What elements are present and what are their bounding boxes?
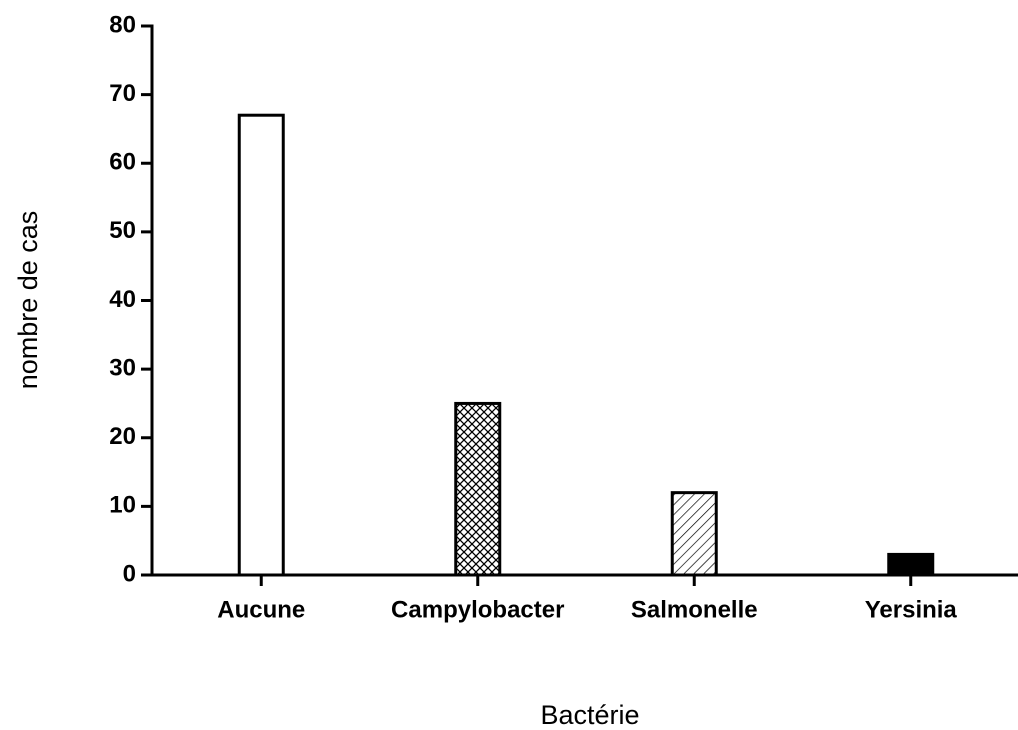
x-tick-label: Aucune xyxy=(217,596,305,623)
bar xyxy=(887,552,935,577)
y-tick-label: 20 xyxy=(109,423,136,450)
y-tick-label: 70 xyxy=(109,80,136,107)
bar xyxy=(237,113,285,577)
y-axis-title: nombre de cas xyxy=(13,211,43,390)
bar xyxy=(454,401,502,577)
x-tick-label: Yersinia xyxy=(865,596,958,623)
y-tick-label: 50 xyxy=(109,217,136,244)
x-tick-label: Campylobacter xyxy=(391,596,564,623)
bar xyxy=(670,491,718,577)
y-tick-label: 60 xyxy=(109,149,136,176)
y-tick-label: 30 xyxy=(109,354,136,381)
x-tick-label: Salmonelle xyxy=(631,596,758,623)
y-tick-label: 10 xyxy=(109,492,136,519)
y-tick-label: 40 xyxy=(109,286,136,313)
x-axis-title: Bactérie xyxy=(540,700,639,730)
y-tick-label: 80 xyxy=(109,11,136,38)
y-tick-label: 0 xyxy=(123,560,136,587)
